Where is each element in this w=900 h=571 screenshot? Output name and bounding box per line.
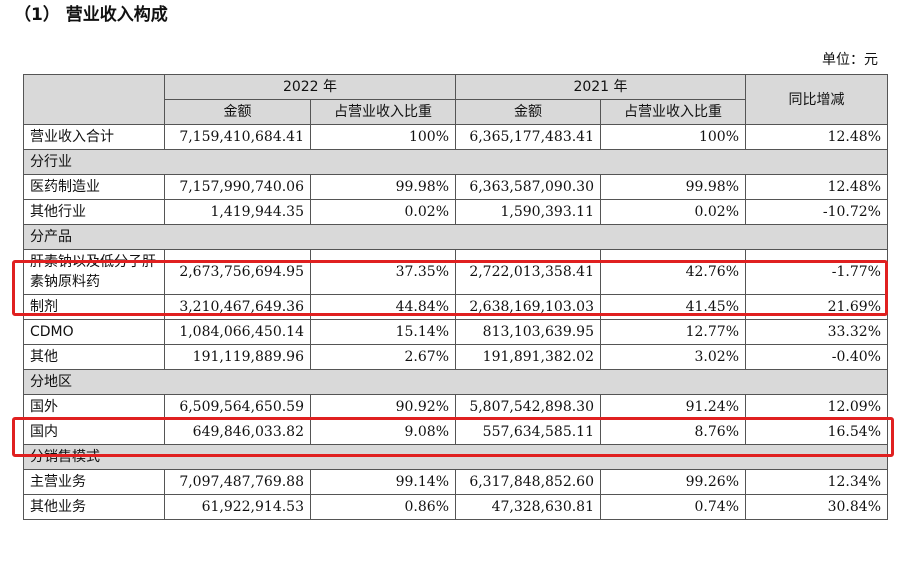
amount-2022: 6,509,564,650.59 [164,394,311,420]
ratio-2021: 99.26% [600,469,746,495]
amount-2022: 61,922,914.53 [164,494,311,520]
yoy-change: 12.34% [745,469,888,495]
table-row: 制剂 3,210,467,649.36 44.84% 2,638,169,103… [23,294,888,320]
section-heading: （1） 营业收入构成 [14,5,168,25]
ratio-2022: 99.98% [310,174,456,200]
ratio-2021: 3.02% [600,344,746,370]
section-header-region: 分地区 [23,369,888,395]
ratio-2022: 2.67% [310,344,456,370]
unit-label: 单位：元 [822,52,878,68]
amount-2021: 6,365,177,483.41 [455,124,601,150]
row-label: 国外 [23,394,165,420]
ratio-2022: 44.84% [310,294,456,320]
section-header-product: 分产品 [23,224,888,250]
ratio-2022: 90.92% [310,394,456,420]
table-row: 其他 191,119,889.96 2.67% 191,891,382.02 3… [23,344,888,370]
yoy-change: -0.40% [745,344,888,370]
amount-2022: 1,084,066,450.14 [164,319,311,345]
yoy-change: 30.84% [745,494,888,520]
section-title: 分地区 [23,369,888,395]
ratio-2021: 99.98% [600,174,746,200]
header-year-2022: 2022 年 [164,74,456,100]
section-title: 分产品 [23,224,888,250]
row-label: 肝素钠以及低分子肝素钠原料药 [23,249,165,295]
header-blank [23,74,165,125]
amount-2022: 2,673,756,694.95 [164,249,311,295]
amount-2022: 649,846,033.82 [164,419,311,445]
section-title: 分销售模式 [23,444,888,470]
amount-2022: 7,157,990,740.06 [164,174,311,200]
amount-2022: 1,419,944.35 [164,199,311,225]
header-yoy: 同比增减 [745,74,888,125]
amount-2021: 813,103,639.95 [455,319,601,345]
yoy-change: 21.69% [745,294,888,320]
ratio-2022: 37.35% [310,249,456,295]
ratio-2021: 0.74% [600,494,746,520]
row-label: 其他业务 [23,494,165,520]
amount-2021: 6,363,587,090.30 [455,174,601,200]
header-amount-2022: 金额 [164,99,311,125]
header-row-years: 2022 年 2021 年 同比增减 [23,74,888,125]
yoy-change: 16.54% [745,419,888,445]
row-label: 国内 [23,419,165,445]
row-label: 其他行业 [23,199,165,225]
table-row: 其他业务 61,922,914.53 0.86% 47,328,630.81 0… [23,494,888,520]
amount-2021: 557,634,585.11 [455,419,601,445]
header-amount-2021: 金额 [455,99,601,125]
ratio-2022: 15.14% [310,319,456,345]
ratio-2021: 100% [600,124,746,150]
yoy-change: -10.72% [745,199,888,225]
table-row-total: 营业收入合计 7,159,410,684.41 100% 6,365,177,4… [23,124,888,150]
amount-2021: 191,891,382.02 [455,344,601,370]
yoy-change: 12.09% [745,394,888,420]
amount-2022: 3,210,467,649.36 [164,294,311,320]
ratio-2022: 100% [310,124,456,150]
row-label: 营业收入合计 [23,124,165,150]
ratio-2021: 41.45% [600,294,746,320]
amount-2021: 5,807,542,898.30 [455,394,601,420]
table-row: 医药制造业 7,157,990,740.06 99.98% 6,363,587,… [23,174,888,200]
header-row-columns: 金额 占营业收入比重 金额 占营业收入比重 [24,99,888,125]
row-label: 主营业务 [23,469,165,495]
amount-2022: 191,119,889.96 [164,344,311,370]
amount-2021: 47,328,630.81 [455,494,601,520]
amount-2022: 7,159,410,684.41 [164,124,311,150]
ratio-2022: 9.08% [310,419,456,445]
amount-2021: 2,638,169,103.03 [455,294,601,320]
row-label: 制剂 [23,294,165,320]
ratio-2022: 99.14% [310,469,456,495]
yoy-change: -1.77% [745,249,888,295]
ratio-2022: 0.02% [310,199,456,225]
table-row: CDMO 1,084,066,450.14 15.14% 813,103,639… [23,319,888,345]
amount-2021: 6,317,848,852.60 [455,469,601,495]
revenue-table: 2022 年 2021 年 同比增减 金额 占营业收入比重 金额 占营业收入比重… [23,74,888,520]
yoy-change: 33.32% [745,319,888,345]
yoy-change: 12.48% [745,174,888,200]
header-ratio-2021: 占营业收入比重 [600,99,746,125]
row-label: 其他 [23,344,165,370]
row-label: CDMO [23,319,165,345]
ratio-2021: 0.02% [600,199,746,225]
table-row: 主营业务 7,097,487,769.88 99.14% 6,317,848,8… [23,469,888,495]
table-row: 国内 649,846,033.82 9.08% 557,634,585.11 8… [23,419,888,445]
ratio-2022: 0.86% [310,494,456,520]
amount-2021: 1,590,393.11 [455,199,601,225]
section-header-sales-mode: 分销售模式 [23,444,888,470]
header-ratio-2022: 占营业收入比重 [310,99,456,125]
amount-2021: 2,722,013,358.41 [455,249,601,295]
ratio-2021: 8.76% [600,419,746,445]
section-header-industry: 分行业 [23,149,888,175]
ratio-2021: 12.77% [600,319,746,345]
table-row: 国外 6,509,564,650.59 90.92% 5,807,542,898… [23,394,888,420]
header-year-2021: 2021 年 [455,74,746,100]
ratio-2021: 42.76% [600,249,746,295]
row-label: 医药制造业 [23,174,165,200]
ratio-2021: 91.24% [600,394,746,420]
section-title: 分行业 [23,149,888,175]
table-row: 肝素钠以及低分子肝素钠原料药 2,673,756,694.95 37.35% 2… [23,249,888,295]
amount-2022: 7,097,487,769.88 [164,469,311,495]
yoy-change: 12.48% [745,124,888,150]
table-row: 其他行业 1,419,944.35 0.02% 1,590,393.11 0.0… [23,199,888,225]
